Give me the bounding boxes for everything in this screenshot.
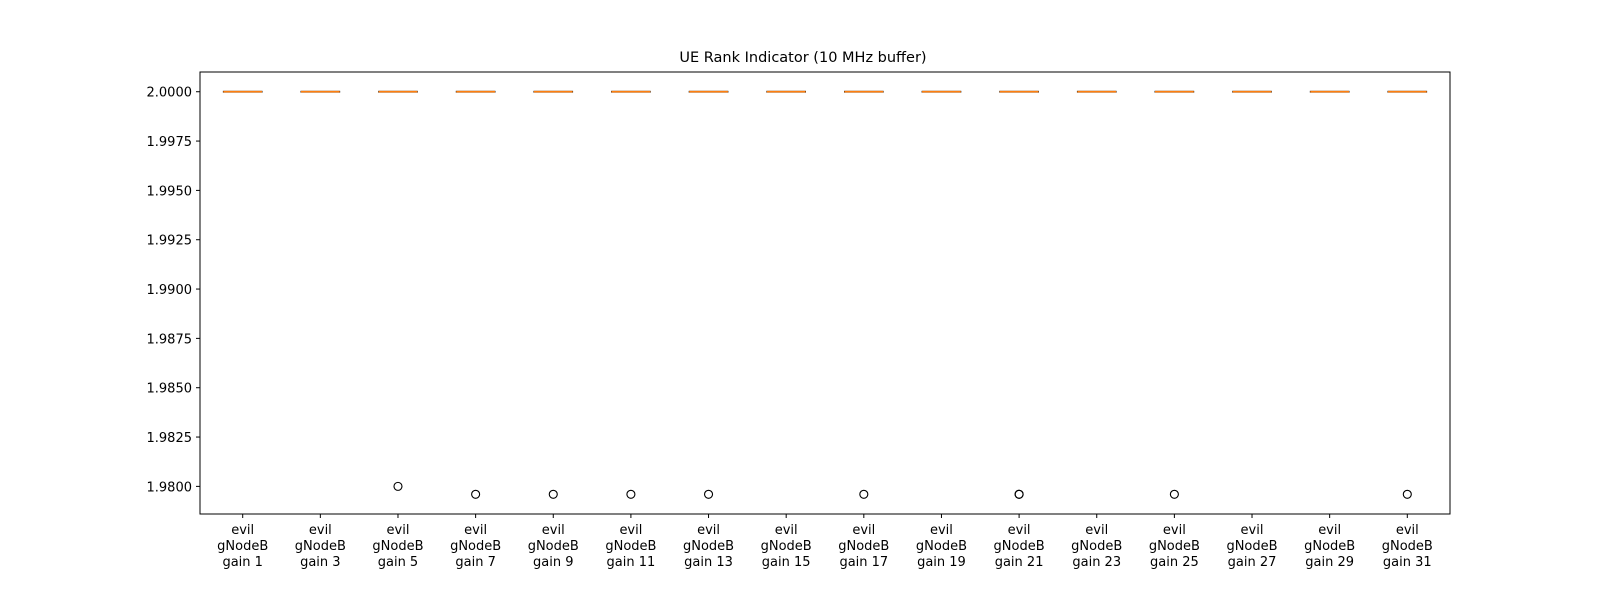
y-tick-label: 1.9950 xyxy=(147,184,193,199)
x-tick-label-line: gain 15 xyxy=(762,555,811,570)
x-tick-label-line: gNodeB xyxy=(450,539,501,554)
outlier-point xyxy=(1014,489,1024,499)
y-tick-label: 1.9800 xyxy=(147,480,193,495)
x-tick-label: evil gNodeB gain 1 xyxy=(217,523,268,570)
x-tick-label-line: evil xyxy=(387,523,410,538)
x-tick-label-line: evil xyxy=(1085,523,1108,538)
x-tick-label-line: evil xyxy=(1318,523,1341,538)
x-tick-label-line: gNodeB xyxy=(1071,539,1122,554)
x-tick-label-line: gain 27 xyxy=(1228,555,1277,570)
outlier-point xyxy=(1169,489,1179,499)
x-tick-label: evil gNodeB gain 13 xyxy=(683,523,734,570)
y-tick-label: 1.9850 xyxy=(147,382,193,397)
outlier-point xyxy=(1402,489,1412,499)
x-tick-label-line: evil xyxy=(231,523,254,538)
x-tick-label-line: gNodeB xyxy=(295,539,346,554)
x-tick-label-line: gNodeB xyxy=(1226,539,1277,554)
y-tick-label: 1.9900 xyxy=(147,283,193,298)
x-tick-label-line: gain 31 xyxy=(1383,555,1432,570)
x-tick-label-line: evil xyxy=(775,523,798,538)
x-tick-label-line: gNodeB xyxy=(1304,539,1355,554)
x-tick-label: evil gNodeB gain 27 xyxy=(1226,523,1277,570)
outlier-point xyxy=(859,489,869,499)
x-tick-label: evil gNodeB gain 7 xyxy=(450,523,501,570)
x-tick-label: evil gNodeB gain 29 xyxy=(1304,523,1355,570)
x-tick-label: evil gNodeB gain 5 xyxy=(372,523,423,570)
y-tick-label: 1.9975 xyxy=(147,135,193,150)
x-tick-label-line: evil xyxy=(1241,523,1264,538)
x-tick-label-line: evil xyxy=(697,523,720,538)
outlier-point xyxy=(548,489,558,499)
x-tick-label: evil gNodeB gain 15 xyxy=(761,523,812,570)
x-tick-label-line: gNodeB xyxy=(217,539,268,554)
y-tick-label: 1.9825 xyxy=(147,431,193,446)
x-tick-label-line: gain 5 xyxy=(378,555,418,570)
outlier-point xyxy=(393,481,403,491)
x-tick-label-line: gNodeB xyxy=(528,539,579,554)
x-tick-label-line: gNodeB xyxy=(994,539,1045,554)
y-axis: 2.0000 1.9975 1.9950 1.9925 1.9900 1.9875 1.98… xyxy=(147,86,200,495)
x-tick-label: evil gNodeB gain 11 xyxy=(605,523,656,570)
outlier-point xyxy=(626,489,636,499)
x-tick-label-line: gain 29 xyxy=(1305,555,1354,570)
x-tick-label-line: gain 11 xyxy=(607,555,656,570)
x-tick-label-line: gNodeB xyxy=(372,539,423,554)
y-tick-label: 1.9875 xyxy=(147,332,193,347)
x-tick-label-line: gNodeB xyxy=(916,539,967,554)
x-tick-label-line: gNodeB xyxy=(1382,539,1433,554)
x-tick-label-line: evil xyxy=(309,523,332,538)
x-tick-label-line: gain 3 xyxy=(300,555,340,570)
x-tick-label: evil gNodeB gain 17 xyxy=(838,523,889,570)
plot-area xyxy=(222,90,1428,499)
x-tick-label-line: gain 13 xyxy=(684,555,733,570)
x-tick-label: evil gNodeB gain 9 xyxy=(528,523,579,570)
x-tick-label-line: gain 25 xyxy=(1150,555,1199,570)
x-tick-label: evil gNodeB gain 19 xyxy=(916,523,967,570)
outlier-point xyxy=(471,489,481,499)
x-tick-label-line: gain 23 xyxy=(1072,555,1121,570)
y-tick-label: 1.9925 xyxy=(147,234,193,249)
x-tick-label-line: evil xyxy=(930,523,953,538)
outlier-point xyxy=(703,489,714,499)
chart-title: UE Rank Indicator (10 MHz buffer) xyxy=(679,50,926,66)
x-tick-label-line: gNodeB xyxy=(605,539,656,554)
x-tick-label-line: gNodeB xyxy=(1149,539,1200,554)
x-tick-label-line: evil xyxy=(619,523,642,538)
x-tick-label-line: gain 21 xyxy=(995,555,1044,570)
x-tick-label-line: evil xyxy=(542,523,565,538)
x-tick-label-line: evil xyxy=(852,523,875,538)
x-tick-label: evil gNodeB gain 21 xyxy=(994,523,1045,570)
x-tick-label-line: evil xyxy=(464,523,487,538)
plot-frame xyxy=(199,71,1451,515)
x-tick-label-line: evil xyxy=(1396,523,1419,538)
x-tick-label: evil gNodeB gain 25 xyxy=(1149,523,1200,570)
x-tick-label-line: gain 7 xyxy=(455,555,495,570)
x-tick-label: evil gNodeB gain 31 xyxy=(1382,523,1433,570)
x-tick-label-line: gain 17 xyxy=(839,555,888,570)
x-tick-label-line: evil xyxy=(1008,523,1031,538)
x-tick-label-line: evil xyxy=(1163,523,1186,538)
x-tick-label-line: gain 19 xyxy=(917,555,966,570)
x-tick-label: evil gNodeB gain 3 xyxy=(295,523,346,570)
x-tick-label-line: gNodeB xyxy=(838,539,889,554)
x-tick-label-line: gain 9 xyxy=(533,555,573,570)
x-tick-label: evil gNodeB gain 23 xyxy=(1071,523,1122,570)
x-tick-label-line: gNodeB xyxy=(683,539,734,554)
x-tick-label-line: gain 1 xyxy=(222,555,262,570)
y-tick-label: 2.0000 xyxy=(147,86,193,101)
x-tick-label-line: gNodeB xyxy=(761,539,812,554)
